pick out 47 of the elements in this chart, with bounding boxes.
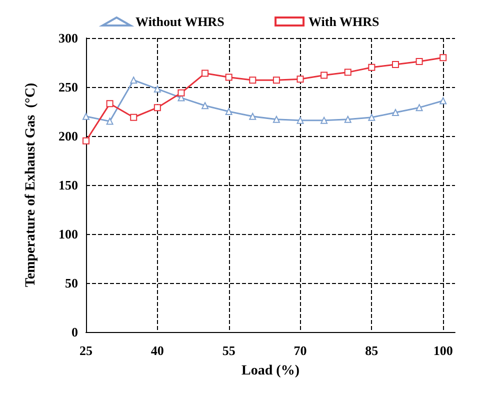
x-tick-label: 100 (433, 343, 453, 358)
point (416, 104, 423, 112)
y-axis-title: Temperature of Exhaust Gas (°C) (24, 82, 38, 288)
y-tick-label: 200 (58, 128, 78, 144)
point (106, 100, 114, 108)
x-tick-label: 55 (222, 343, 236, 358)
point (106, 118, 114, 125)
point (130, 114, 138, 121)
point (154, 85, 161, 92)
point (392, 60, 399, 68)
point (82, 137, 90, 144)
point (440, 97, 447, 104)
point (392, 108, 399, 116)
x-tick-label: 40 (150, 343, 164, 358)
y-tick-label: 100 (58, 226, 78, 242)
point (368, 64, 376, 71)
point (368, 114, 376, 121)
point (440, 54, 447, 62)
point (272, 76, 280, 84)
point (249, 76, 256, 84)
y-tick-label: 150 (58, 178, 78, 192)
y-tick-label: 50 (65, 276, 78, 290)
point (320, 72, 328, 79)
x-tick-label: 70 (294, 343, 307, 358)
point (130, 76, 138, 84)
point (154, 104, 161, 112)
point (178, 89, 185, 96)
x-tick-label: 25 (80, 343, 93, 358)
y-tick-label: 250 (58, 80, 78, 94)
point (202, 70, 209, 77)
point (296, 116, 304, 124)
y-tick-label: 300 (58, 30, 78, 46)
legend-label: With WHRS (308, 14, 380, 29)
x-axis-title: Load (%) (242, 364, 300, 378)
point (202, 102, 209, 110)
point (272, 116, 280, 123)
point (225, 108, 232, 115)
point (344, 116, 352, 123)
point (225, 74, 232, 81)
legend-label: Without WHRS (136, 14, 224, 29)
point (416, 58, 423, 66)
point (249, 112, 256, 120)
y-tick-label: 0 (72, 324, 78, 340)
point (344, 68, 352, 76)
point (296, 76, 304, 83)
x-tick-label: 85 (365, 343, 379, 358)
point (320, 116, 328, 124)
